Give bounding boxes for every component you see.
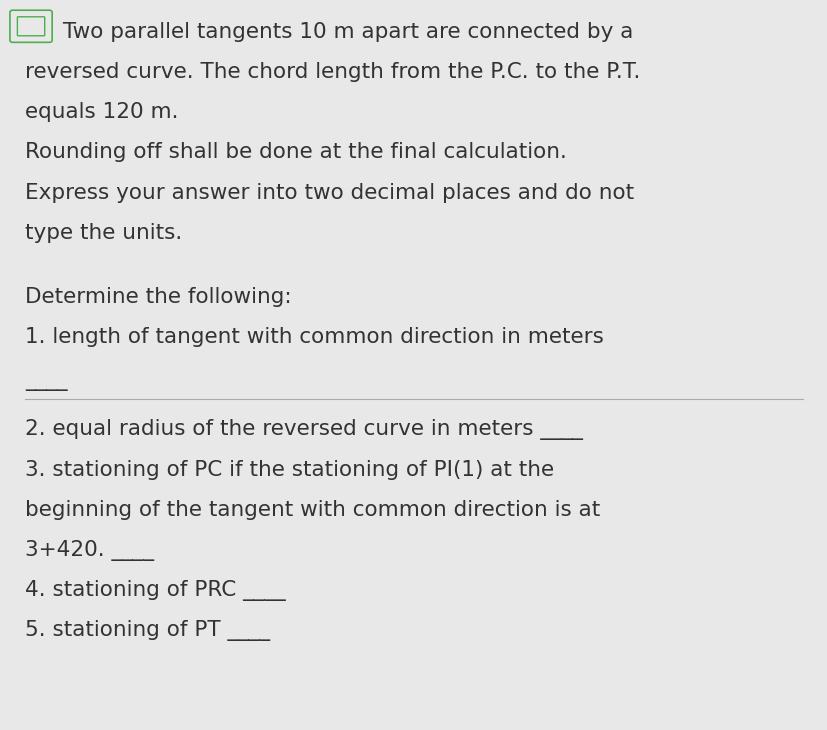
Text: 4. stationing of PRC ____: 4. stationing of PRC ____ [25, 580, 285, 601]
Text: type the units.: type the units. [25, 223, 182, 242]
Text: equals 120 m.: equals 120 m. [25, 102, 178, 122]
Text: reversed curve. The chord length from the P.C. to the P.T.: reversed curve. The chord length from th… [25, 62, 639, 82]
Text: Two parallel tangents 10 m apart are connected by a: Two parallel tangents 10 m apart are con… [56, 22, 633, 42]
Text: 1. length of tangent with common direction in meters: 1. length of tangent with common directi… [25, 327, 603, 347]
Text: Express your answer into two decimal places and do not: Express your answer into two decimal pla… [25, 182, 633, 202]
Text: Determine the following:: Determine the following: [25, 287, 291, 307]
Text: 5. stationing of PT ____: 5. stationing of PT ____ [25, 620, 270, 641]
Text: Rounding off shall be done at the final calculation.: Rounding off shall be done at the final … [25, 142, 566, 162]
Text: 2. equal radius of the reversed curve in meters ____: 2. equal radius of the reversed curve in… [25, 420, 582, 440]
Text: 3+420. ____: 3+420. ____ [25, 540, 154, 561]
Text: ____: ____ [25, 372, 67, 391]
Text: beginning of the tangent with common direction is at: beginning of the tangent with common dir… [25, 500, 600, 520]
Text: 3. stationing of PC if the stationing of PI(1) at the: 3. stationing of PC if the stationing of… [25, 460, 553, 480]
